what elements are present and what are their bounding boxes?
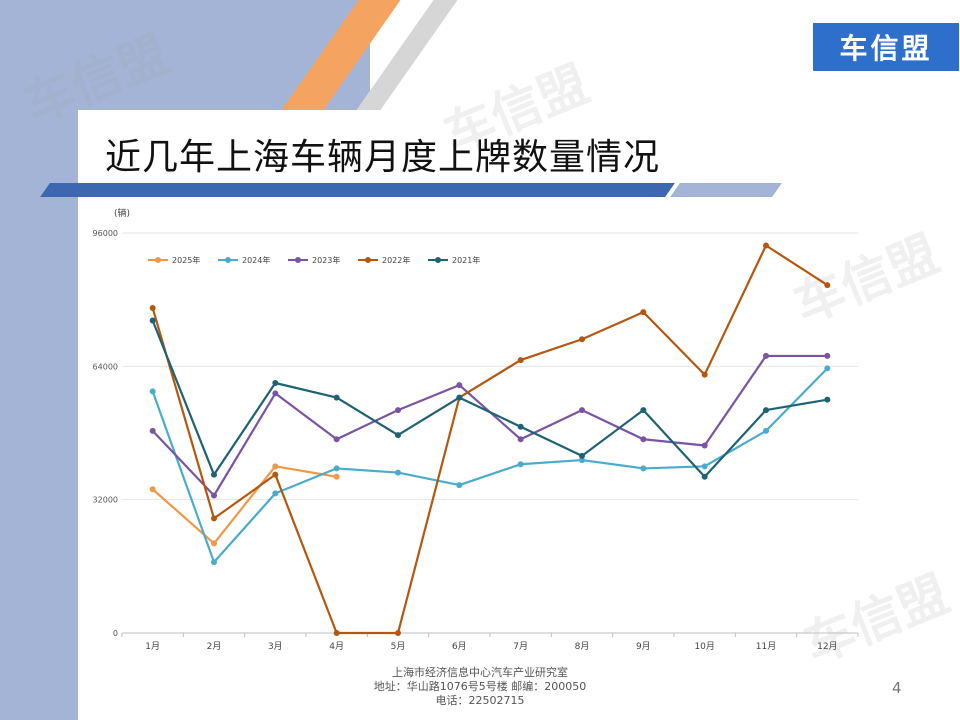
data-point	[640, 407, 647, 414]
footer-line-phone: 电话：22502715	[435, 694, 525, 707]
data-point	[333, 394, 340, 401]
data-point	[333, 465, 340, 472]
y-tick-label: 32000	[93, 496, 118, 505]
data-point	[579, 452, 585, 459]
data-point	[701, 463, 708, 470]
data-point	[456, 482, 463, 489]
chart-legend: 2025年 2024年 2023年 2022年 2021年	[148, 255, 480, 265]
y-tick-label: 0	[113, 629, 118, 638]
x-tick-label: 2月	[207, 641, 222, 652]
data-point	[701, 371, 708, 378]
data-point	[517, 423, 524, 430]
data-point	[149, 486, 156, 493]
data-point	[763, 407, 769, 414]
y-axis-ticks: 0 32000 64000 96000	[93, 229, 118, 638]
legend-label: 2023年	[312, 255, 340, 265]
data-point	[456, 382, 463, 389]
data-point	[579, 336, 585, 343]
data-point	[640, 465, 647, 472]
data-point	[579, 407, 585, 414]
footer-line-org: 上海市经济信息中心汽车产业研究室	[392, 666, 568, 679]
legend-marker	[365, 257, 371, 263]
title-area	[78, 110, 960, 186]
series-line	[151, 244, 828, 635]
x-tick-label: 9月	[636, 641, 651, 652]
data-point	[333, 436, 340, 443]
x-tick-label: 5月	[391, 641, 406, 652]
x-tick-label: 1月	[145, 641, 160, 652]
data-point	[824, 396, 831, 403]
data-point	[333, 473, 340, 480]
data-point	[763, 242, 769, 249]
x-tick-label: 6月	[452, 641, 467, 652]
data-point	[272, 390, 279, 397]
data-point	[395, 469, 401, 476]
x-axis-ticks: 1月 2月 3月 4月 5月 6月 7月 8月 9月 10月 11月 12月	[145, 641, 837, 652]
brand-logo: 车信盟	[813, 23, 959, 71]
data-point	[211, 471, 217, 478]
grid-layer	[121, 232, 859, 637]
data-point	[395, 432, 401, 439]
data-point	[517, 461, 524, 468]
data-point	[456, 394, 463, 401]
data-point	[272, 380, 279, 386]
x-tick-label: 3月	[268, 641, 283, 652]
data-point	[211, 559, 217, 566]
data-point	[211, 492, 217, 499]
legend-marker	[295, 257, 301, 263]
data-point	[763, 352, 769, 359]
data-point	[640, 309, 647, 316]
side-decor-panel	[0, 0, 78, 720]
y-axis-unit-label: (辆)	[114, 207, 130, 219]
footer-info: 上海市经济信息中心汽车产业研究室 地址：华山路1076号5号楼 邮编：20005…	[330, 666, 630, 708]
data-point	[701, 442, 708, 449]
legend-marker	[435, 257, 441, 263]
legend-label: 2022年	[382, 255, 410, 265]
y-tick-label: 64000	[93, 362, 118, 371]
x-tick-label: 10月	[694, 641, 714, 652]
data-point	[579, 457, 585, 464]
y-tick-label: 96000	[93, 229, 118, 238]
page-title: 近几年上海车辆月度上牌数量情况	[105, 137, 661, 178]
series-line	[151, 320, 828, 478]
data-point	[333, 630, 340, 636]
footer-line-address: 地址：华山路1076号5号楼 邮编：200050	[373, 680, 587, 693]
series-layer	[149, 242, 831, 636]
x-tick-label: 4月	[329, 641, 344, 652]
data-point	[517, 436, 524, 443]
data-point	[824, 365, 831, 372]
data-point	[272, 490, 279, 497]
title-underline-bar	[40, 183, 675, 197]
x-tick-label: 8月	[575, 641, 590, 652]
data-point	[149, 317, 156, 324]
x-tick-label: 12月	[817, 641, 837, 652]
data-point	[824, 352, 831, 359]
data-point	[272, 471, 279, 478]
data-point	[211, 540, 217, 547]
legend-marker	[225, 257, 231, 263]
x-tick-label: 7月	[513, 641, 528, 652]
legend-marker	[155, 257, 161, 263]
data-point	[824, 282, 831, 289]
data-point	[149, 305, 156, 311]
data-point	[640, 436, 647, 443]
data-point	[517, 357, 524, 364]
data-point	[149, 427, 156, 434]
title-underline-accent	[670, 183, 782, 197]
page-number: 4	[892, 679, 902, 697]
data-point	[395, 407, 401, 414]
series-line	[151, 367, 829, 564]
legend-label: 2021年	[452, 255, 480, 265]
data-point	[395, 630, 401, 636]
x-tick-label: 11月	[756, 641, 776, 652]
data-point	[272, 463, 279, 470]
legend-label: 2024年	[242, 255, 270, 265]
data-point	[149, 388, 156, 395]
data-point	[701, 473, 708, 480]
legend-label: 2025年	[172, 255, 200, 265]
series-line	[151, 465, 337, 545]
data-point	[211, 515, 217, 522]
data-point	[763, 427, 769, 434]
